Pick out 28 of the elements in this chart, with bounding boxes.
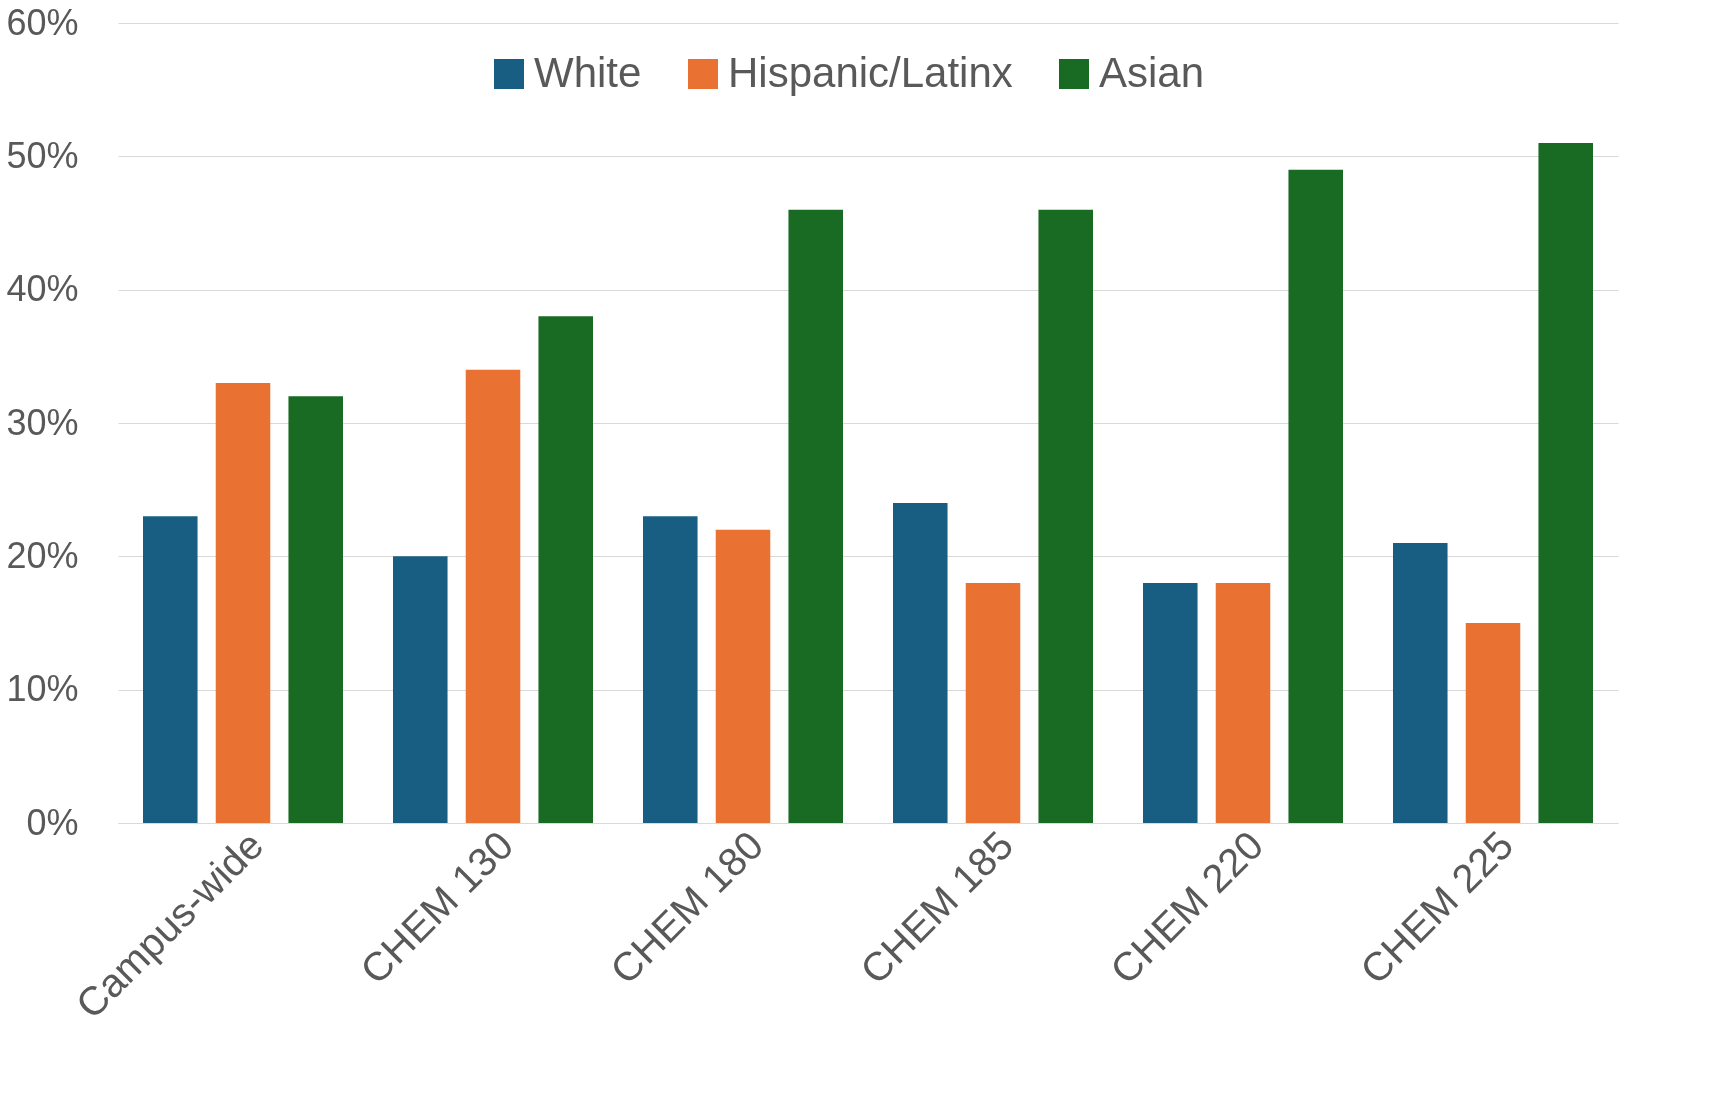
y-tick-label: 20%	[6, 534, 79, 576]
bar	[465, 369, 521, 823]
bar	[1288, 169, 1343, 823]
y-tick-label: 40%	[6, 268, 79, 310]
bar	[215, 383, 271, 823]
bar	[715, 529, 771, 823]
y-tick-label: 10%	[6, 668, 79, 710]
bar	[393, 556, 448, 823]
legend-label: Asian	[1099, 49, 1205, 96]
bar	[1038, 209, 1093, 823]
bar	[893, 503, 948, 823]
bar	[143, 516, 198, 823]
bar	[1215, 583, 1271, 823]
legend-label: Hispanic/Latinx	[728, 49, 1013, 96]
bar	[1538, 143, 1593, 823]
y-tick-label: 30%	[6, 401, 79, 443]
bar	[1143, 583, 1198, 823]
bar	[288, 396, 343, 823]
legend-label: White	[534, 49, 642, 96]
bar	[1465, 623, 1521, 823]
bar	[965, 583, 1021, 823]
y-tick-label: 0%	[26, 801, 79, 843]
bar	[643, 516, 698, 823]
y-tick-label: 50%	[6, 134, 79, 176]
bar	[538, 316, 593, 823]
bar	[1393, 543, 1448, 823]
bar	[788, 209, 843, 823]
y-tick-label: 60%	[6, 1, 79, 43]
